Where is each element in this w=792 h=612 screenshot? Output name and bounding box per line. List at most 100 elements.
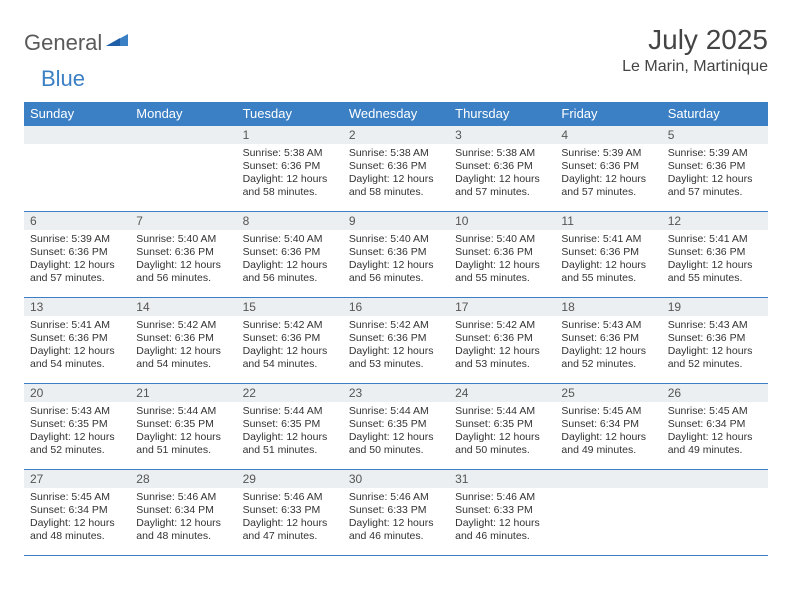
daylight-line: Daylight: 12 hours and 48 minutes. xyxy=(30,517,124,543)
sunrise-line: Sunrise: 5:40 AM xyxy=(349,233,443,246)
flag-icon xyxy=(106,32,128,50)
day-number: 28 xyxy=(130,470,236,488)
calendar-table: SundayMondayTuesdayWednesdayThursdayFrid… xyxy=(24,102,768,556)
sunset-line: Sunset: 6:35 PM xyxy=(455,418,549,431)
page: General July 2025 Le Marin, Martinique B… xyxy=(0,0,792,556)
sunrise-line: Sunrise: 5:39 AM xyxy=(30,233,124,246)
daylight-line: Daylight: 12 hours and 49 minutes. xyxy=(668,431,762,457)
day-body: Sunrise: 5:44 AMSunset: 6:35 PMDaylight:… xyxy=(237,402,343,462)
sunset-line: Sunset: 6:33 PM xyxy=(349,504,443,517)
calendar-body: 1Sunrise: 5:38 AMSunset: 6:36 PMDaylight… xyxy=(24,126,768,556)
sunset-line: Sunset: 6:34 PM xyxy=(136,504,230,517)
calendar-cell: 20Sunrise: 5:43 AMSunset: 6:35 PMDayligh… xyxy=(24,384,130,470)
day-body: Sunrise: 5:46 AMSunset: 6:34 PMDaylight:… xyxy=(130,488,236,548)
sunrise-line: Sunrise: 5:46 AM xyxy=(349,491,443,504)
day-body: Sunrise: 5:41 AMSunset: 6:36 PMDaylight:… xyxy=(24,316,130,376)
day-number: 8 xyxy=(237,212,343,230)
day-body: Sunrise: 5:40 AMSunset: 6:36 PMDaylight:… xyxy=(237,230,343,290)
day-number: 24 xyxy=(449,384,555,402)
day-body: Sunrise: 5:41 AMSunset: 6:36 PMDaylight:… xyxy=(555,230,661,290)
sunrise-line: Sunrise: 5:41 AM xyxy=(561,233,655,246)
sunrise-line: Sunrise: 5:45 AM xyxy=(561,405,655,418)
calendar-row: 27Sunrise: 5:45 AMSunset: 6:34 PMDayligh… xyxy=(24,470,768,556)
day-number: 9 xyxy=(343,212,449,230)
sunset-line: Sunset: 6:33 PM xyxy=(455,504,549,517)
calendar-cell: 4Sunrise: 5:39 AMSunset: 6:36 PMDaylight… xyxy=(555,126,661,212)
sunset-line: Sunset: 6:35 PM xyxy=(243,418,337,431)
sunrise-line: Sunrise: 5:41 AM xyxy=(668,233,762,246)
day-body: Sunrise: 5:39 AMSunset: 6:36 PMDaylight:… xyxy=(24,230,130,290)
sunset-line: Sunset: 6:36 PM xyxy=(349,332,443,345)
sunset-line: Sunset: 6:34 PM xyxy=(30,504,124,517)
sunset-line: Sunset: 6:36 PM xyxy=(349,246,443,259)
daylight-line: Daylight: 12 hours and 47 minutes. xyxy=(243,517,337,543)
sunrise-line: Sunrise: 5:44 AM xyxy=(455,405,549,418)
day-number: 3 xyxy=(449,126,555,144)
day-number: 7 xyxy=(130,212,236,230)
sunset-line: Sunset: 6:36 PM xyxy=(349,160,443,173)
sunset-line: Sunset: 6:36 PM xyxy=(668,332,762,345)
sunrise-line: Sunrise: 5:44 AM xyxy=(243,405,337,418)
sunrise-line: Sunrise: 5:38 AM xyxy=(455,147,549,160)
calendar-cell: 18Sunrise: 5:43 AMSunset: 6:36 PMDayligh… xyxy=(555,298,661,384)
sunset-line: Sunset: 6:33 PM xyxy=(243,504,337,517)
weekday-header: Friday xyxy=(555,102,661,126)
daylight-line: Daylight: 12 hours and 50 minutes. xyxy=(349,431,443,457)
calendar-cell: 19Sunrise: 5:43 AMSunset: 6:36 PMDayligh… xyxy=(662,298,768,384)
calendar-cell: 25Sunrise: 5:45 AMSunset: 6:34 PMDayligh… xyxy=(555,384,661,470)
sunset-line: Sunset: 6:36 PM xyxy=(136,246,230,259)
day-body: Sunrise: 5:38 AMSunset: 6:36 PMDaylight:… xyxy=(343,144,449,204)
calendar-row: 13Sunrise: 5:41 AMSunset: 6:36 PMDayligh… xyxy=(24,298,768,384)
logo-text-blue: Blue xyxy=(41,66,85,91)
day-body: Sunrise: 5:40 AMSunset: 6:36 PMDaylight:… xyxy=(343,230,449,290)
calendar-cell: 24Sunrise: 5:44 AMSunset: 6:35 PMDayligh… xyxy=(449,384,555,470)
sunset-line: Sunset: 6:36 PM xyxy=(455,332,549,345)
sunset-line: Sunset: 6:36 PM xyxy=(455,246,549,259)
day-body: Sunrise: 5:46 AMSunset: 6:33 PMDaylight:… xyxy=(237,488,343,548)
daylight-line: Daylight: 12 hours and 49 minutes. xyxy=(561,431,655,457)
sunrise-line: Sunrise: 5:46 AM xyxy=(455,491,549,504)
calendar-cell: 30Sunrise: 5:46 AMSunset: 6:33 PMDayligh… xyxy=(343,470,449,556)
calendar-row: 6Sunrise: 5:39 AMSunset: 6:36 PMDaylight… xyxy=(24,212,768,298)
day-body: Sunrise: 5:45 AMSunset: 6:34 PMDaylight:… xyxy=(24,488,130,548)
day-body: Sunrise: 5:43 AMSunset: 6:36 PMDaylight:… xyxy=(555,316,661,376)
calendar-cell: 22Sunrise: 5:44 AMSunset: 6:35 PMDayligh… xyxy=(237,384,343,470)
calendar-cell: 12Sunrise: 5:41 AMSunset: 6:36 PMDayligh… xyxy=(662,212,768,298)
sunset-line: Sunset: 6:36 PM xyxy=(561,332,655,345)
weekday-header: Thursday xyxy=(449,102,555,126)
daylight-line: Daylight: 12 hours and 56 minutes. xyxy=(349,259,443,285)
calendar-cell xyxy=(662,470,768,556)
day-number-empty xyxy=(130,126,236,144)
day-body: Sunrise: 5:43 AMSunset: 6:35 PMDaylight:… xyxy=(24,402,130,462)
day-number: 17 xyxy=(449,298,555,316)
calendar-row: 20Sunrise: 5:43 AMSunset: 6:35 PMDayligh… xyxy=(24,384,768,470)
sunrise-line: Sunrise: 5:44 AM xyxy=(349,405,443,418)
sunset-line: Sunset: 6:36 PM xyxy=(668,246,762,259)
sunset-line: Sunset: 6:36 PM xyxy=(668,160,762,173)
daylight-line: Daylight: 12 hours and 55 minutes. xyxy=(561,259,655,285)
daylight-line: Daylight: 12 hours and 54 minutes. xyxy=(30,345,124,371)
daylight-line: Daylight: 12 hours and 57 minutes. xyxy=(561,173,655,199)
calendar-cell: 27Sunrise: 5:45 AMSunset: 6:34 PMDayligh… xyxy=(24,470,130,556)
sunrise-line: Sunrise: 5:38 AM xyxy=(349,147,443,160)
calendar-cell: 5Sunrise: 5:39 AMSunset: 6:36 PMDaylight… xyxy=(662,126,768,212)
daylight-line: Daylight: 12 hours and 53 minutes. xyxy=(455,345,549,371)
daylight-line: Daylight: 12 hours and 57 minutes. xyxy=(455,173,549,199)
sunrise-line: Sunrise: 5:44 AM xyxy=(136,405,230,418)
sunset-line: Sunset: 6:36 PM xyxy=(30,246,124,259)
day-number-empty xyxy=(662,470,768,488)
calendar-cell: 14Sunrise: 5:42 AMSunset: 6:36 PMDayligh… xyxy=(130,298,236,384)
day-number: 27 xyxy=(24,470,130,488)
day-number-empty xyxy=(555,470,661,488)
sunrise-line: Sunrise: 5:43 AM xyxy=(668,319,762,332)
sunrise-line: Sunrise: 5:43 AM xyxy=(561,319,655,332)
calendar-cell: 11Sunrise: 5:41 AMSunset: 6:36 PMDayligh… xyxy=(555,212,661,298)
calendar-cell: 1Sunrise: 5:38 AMSunset: 6:36 PMDaylight… xyxy=(237,126,343,212)
calendar-cell xyxy=(130,126,236,212)
day-number: 4 xyxy=(555,126,661,144)
sunrise-line: Sunrise: 5:46 AM xyxy=(136,491,230,504)
daylight-line: Daylight: 12 hours and 52 minutes. xyxy=(668,345,762,371)
day-number: 2 xyxy=(343,126,449,144)
weekday-header: Sunday xyxy=(24,102,130,126)
day-body: Sunrise: 5:44 AMSunset: 6:35 PMDaylight:… xyxy=(343,402,449,462)
